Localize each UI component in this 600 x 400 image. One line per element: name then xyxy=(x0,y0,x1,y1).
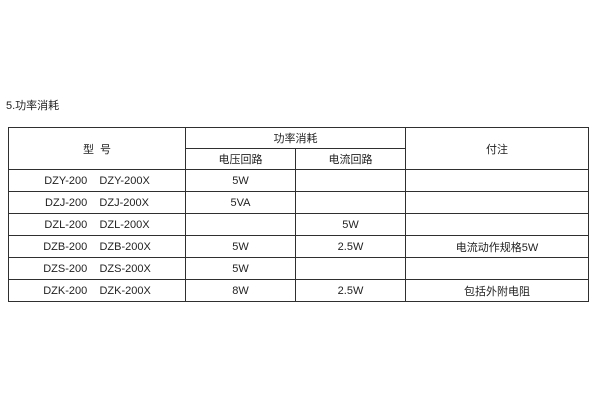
current-cell xyxy=(295,169,406,192)
voltage-cell xyxy=(185,213,296,236)
note-cell xyxy=(405,213,589,236)
voltage-cell: 5VA xyxy=(185,191,296,214)
header-power-group: 功率消耗 xyxy=(185,127,406,149)
table-row: DZK-200 DZK-200X 8W 2.5W 包括外附电阻 xyxy=(8,279,589,302)
note-cell xyxy=(405,257,589,280)
current-cell: 2.5W xyxy=(295,279,406,302)
note-cell: 电流动作规格5W xyxy=(405,235,589,258)
voltage-cell: 5W xyxy=(185,257,296,280)
header-voltage-circuit: 电压回路 xyxy=(185,148,296,170)
header-current-circuit: 电流回路 xyxy=(295,148,406,170)
note-cell xyxy=(405,191,589,214)
note-cell xyxy=(405,169,589,192)
power-consumption-table: 型 号 功率消耗 付注 电压回路 电流回路 DZY-200 DZY-200X 5… xyxy=(8,127,589,302)
header-notes: 付注 xyxy=(405,127,589,170)
current-cell xyxy=(295,191,406,214)
model-cell: DZY-200 DZY-200X xyxy=(8,169,186,192)
header-row-1: 型 号 功率消耗 付注 xyxy=(8,127,589,170)
model-cell: DZL-200 DZL-200X xyxy=(8,213,186,236)
current-cell: 5W xyxy=(295,213,406,236)
table-row: DZL-200 DZL-200X 5W xyxy=(8,213,589,236)
current-cell xyxy=(295,257,406,280)
header-model: 型 号 xyxy=(8,127,186,170)
model-cell: DZB-200 DZB-200X xyxy=(8,235,186,258)
table-row: DZB-200 DZB-200X 5W 2.5W 电流动作规格5W xyxy=(8,235,589,258)
model-cell: DZJ-200 DZJ-200X xyxy=(8,191,186,214)
model-cell: DZS-200 DZS-200X xyxy=(8,257,186,280)
voltage-cell: 5W xyxy=(185,169,296,192)
table-row: DZY-200 DZY-200X 5W xyxy=(8,169,589,192)
current-cell: 2.5W xyxy=(295,235,406,258)
table-row: DZS-200 DZS-200X 5W xyxy=(8,257,589,280)
model-cell: DZK-200 DZK-200X xyxy=(8,279,186,302)
table-row: DZJ-200 DZJ-200X 5VA xyxy=(8,191,589,214)
section-title: 5.功率消耗 xyxy=(6,100,60,112)
voltage-cell: 8W xyxy=(185,279,296,302)
voltage-cell: 5W xyxy=(185,235,296,258)
note-cell: 包括外附电阻 xyxy=(405,279,589,302)
